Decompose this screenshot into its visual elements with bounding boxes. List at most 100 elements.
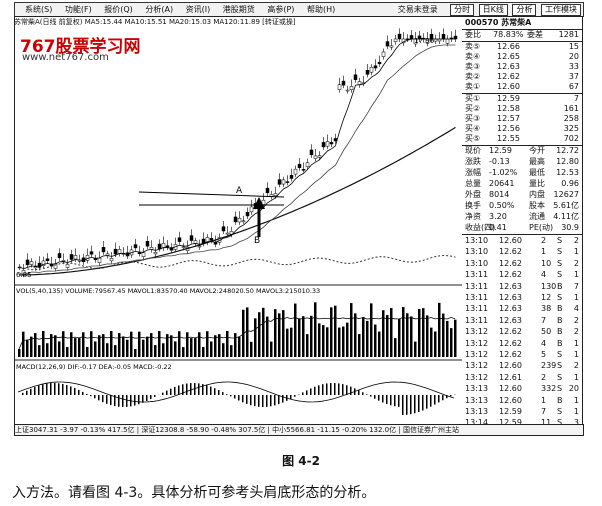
volume-bar (326, 327, 329, 357)
volume-bar (410, 316, 413, 357)
volume-bar (234, 333, 237, 357)
view-button-workspace[interactable]: 工作模块 (541, 4, 581, 16)
menu-analysis[interactable]: 分析(A) (145, 5, 174, 14)
volume-bar (282, 310, 285, 357)
view-button-intraday[interactable]: 分时 (450, 4, 475, 16)
volume-bar (154, 345, 157, 357)
macd-bar (242, 395, 244, 403)
buy-level-row: 买① 12.59 7 (465, 94, 579, 103)
macd-bar (334, 383, 336, 395)
macd-bar (50, 383, 52, 395)
macd-bar (430, 395, 432, 407)
macd-bar (350, 386, 352, 395)
volume-bar (106, 343, 109, 357)
macd-bar (46, 383, 48, 395)
candle-body (141, 252, 146, 258)
volume-bar (430, 327, 433, 357)
volume-bar (402, 307, 405, 357)
macd-bar (446, 395, 448, 399)
menu-function[interactable]: 功能(F) (64, 5, 92, 14)
stat-row: 涨跌 -0.13 最高 12.80 (465, 157, 579, 166)
sell-level-row: 卖⑤ 12.66 15 (465, 42, 579, 51)
macd-bar (258, 395, 260, 407)
volume-bar (130, 331, 133, 357)
vol-header: VOL(5,40,135) VOLUME:79567.45 MAVOL1:835… (16, 287, 320, 295)
stock-code: 000570 苏常柴A (465, 18, 532, 27)
menu-help[interactable]: 帮助(H) (306, 5, 336, 14)
volume-bar (266, 316, 269, 357)
kline-chart-area[interactable] (14, 16, 464, 436)
candle-body (21, 270, 26, 275)
macd-bar (366, 394, 368, 395)
volume-bar (110, 331, 113, 357)
candle-body (73, 255, 78, 260)
menu-advanced[interactable]: 高参(P) (267, 5, 295, 14)
macd-bar (426, 395, 428, 409)
candle-body (145, 241, 150, 247)
volume-bar (182, 347, 185, 357)
watermark-url: www.net767.com (22, 52, 109, 63)
neckline-upper (138, 191, 285, 198)
volume-bar (190, 338, 193, 357)
volume-bar (450, 328, 453, 357)
chart-header: 苏常柴A(日线 前复权) MA5:15.44 MA10:15.51 MA20:1… (14, 18, 296, 26)
macd-bar (290, 395, 292, 399)
macd-bar (202, 384, 204, 395)
volume-bar (314, 302, 317, 357)
candle-body (325, 141, 330, 147)
candle-body (197, 245, 202, 248)
volume-bar (162, 343, 165, 357)
macd-bar (106, 395, 108, 404)
macd-bar (214, 388, 216, 395)
figure-caption: 图 4-2 (282, 454, 320, 468)
macd-bar (110, 395, 112, 406)
macd-header: MACD(12,26,9) DIF:-0.17 DEA:-0.05 MACD:-… (16, 363, 172, 371)
volume-bar (446, 320, 449, 357)
candle-body (117, 249, 122, 254)
volume-bar (350, 303, 353, 357)
candle-body (293, 168, 298, 175)
volume-bar (70, 332, 73, 357)
menu-info[interactable]: 资讯(I) (185, 5, 211, 14)
macd-bar (382, 395, 384, 403)
candle-body (373, 65, 378, 69)
candle-body (241, 220, 246, 223)
macd-bar (102, 395, 104, 403)
stat-row: 换手 0.50% 股本 5.61亿 (465, 201, 579, 210)
candle-body (397, 33, 402, 40)
macd-bar (342, 384, 344, 395)
menu-quote[interactable]: 报价(Q) (104, 5, 133, 14)
candle-body (53, 263, 58, 269)
buy-level-row: 买③ 12.57 258 (465, 114, 579, 123)
view-button-analysis[interactable]: 分析 (512, 4, 537, 16)
kline-chart-svg: A B 17.96 6.85 VOL(5,40,135) VOLUME:7956… (14, 28, 462, 415)
sell-level-row: 卖② 12.62 37 (465, 72, 579, 81)
candle-body (261, 199, 266, 205)
menu-system[interactable]: 系统(S) (25, 5, 53, 14)
volume-bar (258, 312, 261, 357)
volume-bar (38, 345, 41, 357)
menu-hk-futures[interactable]: 港股期货 (222, 5, 255, 14)
volume-bar (170, 335, 173, 357)
candle-body (69, 254, 74, 260)
volume-bar (138, 331, 141, 357)
macd-bar (210, 386, 212, 395)
macd-bar (314, 386, 316, 395)
volume-bar (150, 333, 153, 357)
volume-bar (318, 323, 321, 357)
view-button-daily-k[interactable]: 日K线 (478, 4, 508, 16)
macd-bar (62, 383, 64, 395)
candle-body (381, 51, 386, 57)
volume-bar (290, 327, 293, 357)
trade-status: 交易未登录 (397, 5, 438, 14)
sell-level-row: 卖④ 12.65 20 (465, 52, 579, 61)
macd-bar (74, 388, 76, 395)
volume-bar (298, 318, 301, 357)
macd-bar (86, 394, 88, 395)
macd-bar (134, 395, 136, 406)
stat-row: 涨幅 -1.02% 最低 12.53 (465, 168, 579, 177)
candle-body (181, 246, 186, 249)
volume-bar (98, 335, 101, 357)
macd-bar (26, 390, 28, 395)
volume-bar (30, 336, 33, 357)
